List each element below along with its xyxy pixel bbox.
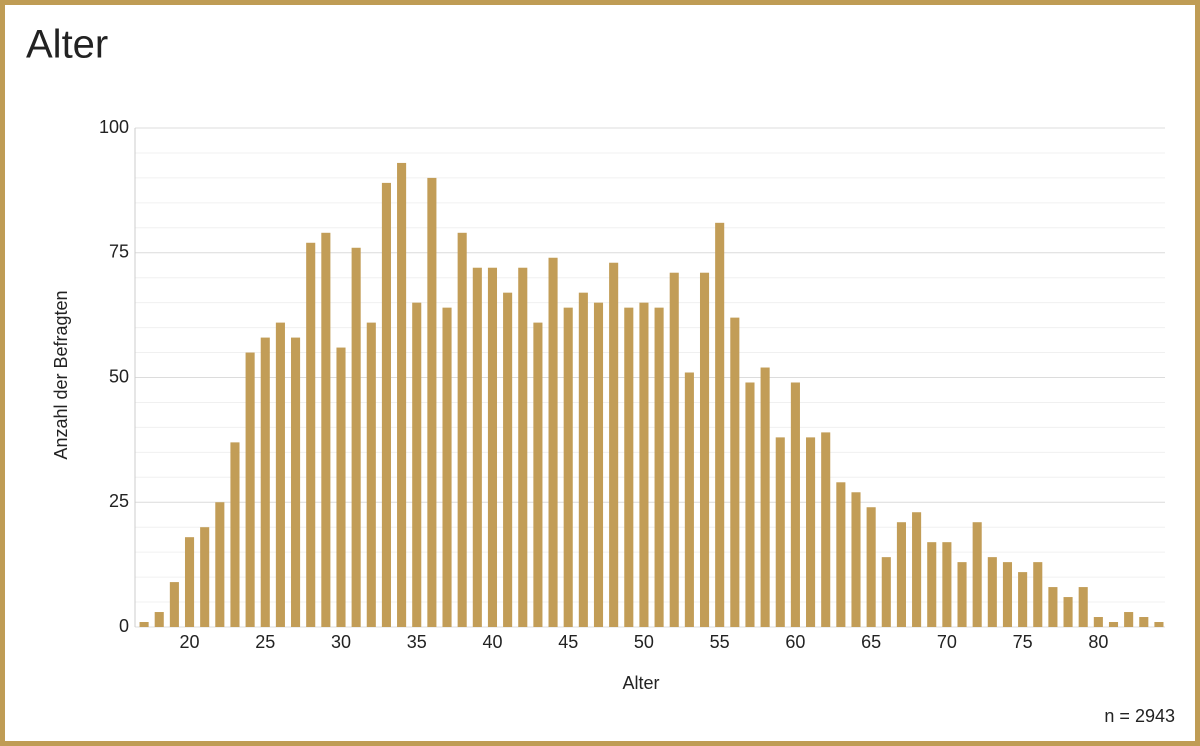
bar xyxy=(139,622,149,627)
x-tick-label: 40 xyxy=(482,632,502,652)
y-tick-label: 75 xyxy=(109,242,129,262)
x-tick-label: 30 xyxy=(331,632,351,652)
bar xyxy=(1018,572,1028,627)
annotation: n = 2943 xyxy=(1104,706,1175,726)
bar xyxy=(1048,587,1058,627)
bar xyxy=(275,322,285,627)
bar xyxy=(927,542,937,627)
bar xyxy=(381,182,391,627)
bar xyxy=(487,267,498,627)
x-tick-label: 35 xyxy=(407,632,427,652)
bar xyxy=(775,437,785,627)
bar xyxy=(790,382,800,627)
bar xyxy=(260,337,270,627)
x-tick-label: 70 xyxy=(937,632,957,652)
x-tick-label: 20 xyxy=(180,632,200,652)
bar xyxy=(1063,597,1073,627)
bar xyxy=(321,232,331,628)
bar xyxy=(548,257,558,627)
bar xyxy=(1078,587,1088,627)
x-tick-label: 55 xyxy=(710,632,730,652)
bar xyxy=(306,242,316,627)
bar xyxy=(987,557,997,627)
bar xyxy=(760,367,770,627)
bar xyxy=(169,582,179,627)
bar xyxy=(472,267,482,627)
bar xyxy=(942,542,952,627)
bar xyxy=(1139,617,1149,627)
bar xyxy=(684,372,694,627)
bar xyxy=(1093,617,1103,627)
bar xyxy=(336,347,346,627)
bar xyxy=(821,432,831,627)
bar xyxy=(503,292,513,627)
bar xyxy=(1154,622,1164,627)
x-axis-label: Alter xyxy=(622,673,659,693)
y-tick-label: 0 xyxy=(119,616,129,636)
bar xyxy=(215,502,225,627)
bar xyxy=(563,307,573,627)
bar xyxy=(366,322,376,627)
x-tick-label: 80 xyxy=(1088,632,1108,652)
x-tick-label: 25 xyxy=(255,632,275,652)
bar xyxy=(624,307,634,627)
bar xyxy=(457,232,467,628)
bar xyxy=(291,337,301,627)
bar xyxy=(1108,622,1119,627)
bar xyxy=(1124,612,1134,627)
bar xyxy=(730,317,740,627)
bar xyxy=(412,302,422,627)
bar xyxy=(715,222,725,627)
bar xyxy=(533,322,543,627)
bar xyxy=(397,162,407,627)
bar xyxy=(1002,562,1013,627)
bar xyxy=(184,537,195,627)
bar xyxy=(957,562,967,627)
y-tick-label: 50 xyxy=(109,366,129,386)
x-tick-label: 60 xyxy=(785,632,805,652)
bar xyxy=(351,247,361,627)
bar xyxy=(972,522,982,627)
bar xyxy=(245,352,255,627)
bar xyxy=(427,177,437,627)
bar xyxy=(639,302,649,627)
bar xyxy=(806,437,816,627)
bar xyxy=(851,492,861,627)
x-tick-label: 50 xyxy=(634,632,654,652)
chart-title: Alter xyxy=(26,23,108,67)
bar xyxy=(669,272,679,627)
bar xyxy=(578,292,588,627)
bar xyxy=(912,512,922,627)
bar xyxy=(654,307,664,627)
bar xyxy=(745,382,755,627)
bar xyxy=(881,557,891,627)
bar xyxy=(896,522,906,627)
y-axis-label: Anzahl der Befragten xyxy=(51,290,71,459)
y-tick-label: 25 xyxy=(109,491,129,511)
bar xyxy=(1033,562,1043,627)
bar xyxy=(836,482,846,627)
bar xyxy=(518,267,528,627)
x-tick-label: 65 xyxy=(861,632,881,652)
bar xyxy=(866,507,876,627)
bar xyxy=(699,272,710,627)
bar xyxy=(230,442,240,627)
bar xyxy=(442,307,452,627)
bar xyxy=(609,262,619,627)
y-tick-label: 100 xyxy=(99,117,129,137)
x-tick-label: 45 xyxy=(558,632,578,652)
bar xyxy=(200,527,210,627)
bar xyxy=(593,302,604,627)
x-tick-label: 75 xyxy=(1013,632,1033,652)
bar xyxy=(154,612,164,627)
